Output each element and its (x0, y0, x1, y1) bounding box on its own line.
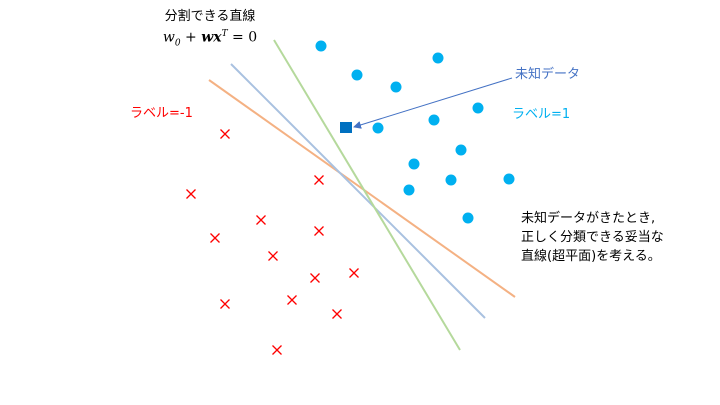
positive-point (455, 144, 467, 156)
negative-point (314, 226, 324, 236)
title-equation: w0 + wxT = 0 (160, 28, 260, 50)
negative-point (256, 215, 266, 225)
explanation-note: 未知データがきたとき, 正しく分類できる妥当な 直線(超平面)を考える。 (521, 210, 664, 267)
eq-plus: + (180, 29, 202, 46)
eq-w: w (162, 29, 175, 46)
positive-point (503, 173, 515, 185)
positive-point (462, 212, 474, 224)
positive-point (408, 158, 420, 170)
separator-line-green (273, 39, 461, 351)
positive-point (445, 174, 457, 186)
label-unknown-data: 未知データ (515, 67, 581, 82)
positive-point (351, 69, 363, 81)
negative-point (220, 299, 230, 309)
label-negative: ラベル=-1 (130, 106, 193, 121)
negative-point (186, 189, 196, 199)
positive-point (315, 40, 327, 52)
negative-point (220, 129, 230, 139)
positive-point (472, 102, 484, 114)
note-line-2: 正しく分類できる妥当な (521, 229, 664, 245)
positive-point (432, 52, 444, 64)
separator-line-blue (230, 63, 486, 319)
unknown-pointer-arrow-icon (353, 77, 513, 129)
eq-T: T (221, 28, 228, 39)
title-text: 分割できる直線 (164, 9, 256, 24)
eq-w-sub: 0 (174, 38, 181, 48)
positive-point (428, 114, 440, 126)
diagram-title: 分割できる直線 w0 + wxT = 0 (160, 8, 260, 49)
negative-points (186, 129, 359, 355)
note-line-3: 直線(超平面)を考える。 (521, 248, 661, 264)
unknown-data-point (340, 122, 352, 133)
negative-point (210, 233, 220, 243)
negative-point (349, 268, 359, 278)
negative-point (310, 273, 320, 283)
label-positive: ラベル=1 (512, 107, 571, 122)
negative-point (272, 345, 282, 355)
positive-point (390, 81, 402, 93)
negative-point (314, 175, 324, 185)
positive-point (403, 184, 415, 196)
eq-wx: wx (201, 29, 222, 46)
negative-point (287, 295, 297, 305)
positive-point (372, 122, 384, 134)
positive-points (315, 40, 515, 224)
negative-point (332, 309, 342, 319)
negative-point (268, 251, 278, 261)
eq-equals: = 0 (227, 29, 258, 46)
note-line-1: 未知データがきたとき, (521, 211, 656, 226)
